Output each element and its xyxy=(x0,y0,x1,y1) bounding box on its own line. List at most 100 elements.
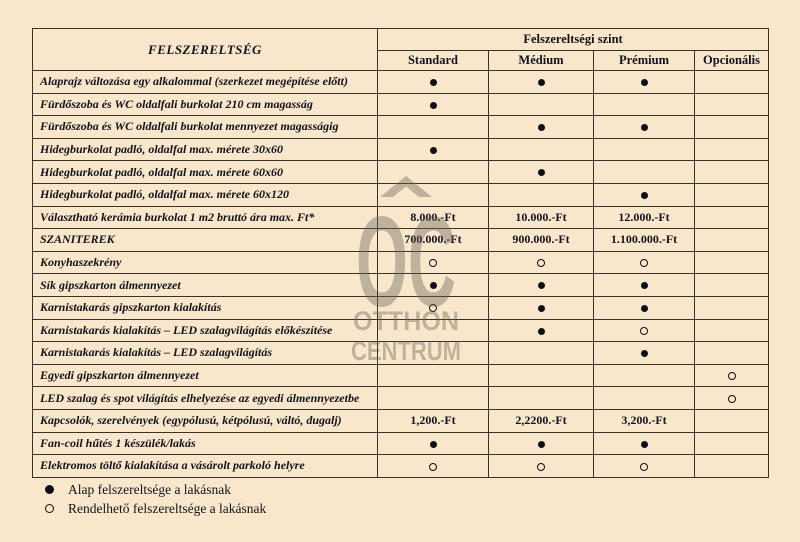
filled-dot-icon xyxy=(537,79,545,87)
table-row: Kapcsolók, szerelvények (egypólusú, kétp… xyxy=(32,408,770,433)
empty-cell xyxy=(488,92,594,117)
row-label: Választható kerámia burkolat 1 m2 bruttó… xyxy=(32,205,378,230)
open-dot-icon xyxy=(537,462,545,471)
empty-cell xyxy=(693,341,770,365)
row-label: Karnistakarás gipszkarton kialakítás xyxy=(32,295,378,320)
empty-cell xyxy=(593,363,695,388)
table-row: Fürdőszoba és WC oldalfali burkolat 210 … xyxy=(32,92,770,117)
open-dot-icon xyxy=(727,394,736,403)
open-dot-icon xyxy=(640,462,648,471)
table-row: Választható kerámia burkolat 1 m2 bruttó… xyxy=(32,205,770,230)
empty-cell xyxy=(693,454,770,478)
empty-cell xyxy=(693,137,770,162)
price-cell: 1.100.000.-Ft xyxy=(593,228,695,252)
empty-cell xyxy=(377,160,489,184)
legend: Alap felszereltsége a lakásnak Rendelhet… xyxy=(45,480,266,518)
empty-cell xyxy=(693,228,770,252)
feature-cell xyxy=(488,250,594,275)
filled-dot-icon xyxy=(45,485,54,494)
filled-dot-icon xyxy=(640,192,648,200)
empty-cell xyxy=(593,137,695,162)
feature-cell xyxy=(693,386,770,410)
feature-cell xyxy=(377,250,489,275)
row-label: Hidegburkolat padló, oldalfal max. méret… xyxy=(32,137,378,162)
feature-cell xyxy=(593,250,695,275)
filled-dot-icon xyxy=(429,440,437,448)
row-label: SZANITEREK xyxy=(32,228,378,252)
empty-cell xyxy=(488,386,594,410)
empty-cell xyxy=(693,92,770,117)
empty-cell xyxy=(377,341,489,365)
feature-cell xyxy=(488,273,594,297)
feature-cell xyxy=(488,295,594,320)
row-label: Fan-coil hűtés 1 készülék/lakás xyxy=(32,431,378,456)
price-cell: 900.000.-Ft xyxy=(488,228,594,252)
feature-cell xyxy=(593,182,695,207)
row-label: Sík gipszkarton álmennyezet xyxy=(32,273,378,297)
row-label: Hidegburkolat padló, oldalfal max. méret… xyxy=(32,182,378,207)
feature-cell xyxy=(377,431,489,456)
feature-cell xyxy=(593,115,695,139)
feature-cell xyxy=(693,363,770,388)
row-label: Konyhaszekrény xyxy=(32,250,378,275)
table-row: Elektromos töltő kialakítása a vásárolt … xyxy=(32,454,770,478)
feature-cell xyxy=(488,115,594,139)
feature-cell xyxy=(593,70,695,94)
table-row: Hidegburkolat padló, oldalfal max. méret… xyxy=(32,182,770,207)
header-row-group: FELSZERELTSÉG Felszereltségi szint xyxy=(32,28,770,71)
price-cell: 700.000.-Ft xyxy=(377,228,489,252)
filled-dot-icon xyxy=(537,169,545,177)
legend-item-base: Alap felszereltsége a lakásnak xyxy=(45,480,266,499)
open-dot-icon xyxy=(429,462,437,471)
header-row-levels: Standard Médium Prémium Opcionális xyxy=(33,50,770,71)
open-dot-icon xyxy=(537,259,545,268)
table-row: Fürdőszoba és WC oldalfali burkolat menn… xyxy=(32,115,770,139)
table-row: Konyhaszekrény xyxy=(32,250,770,275)
filled-dot-icon xyxy=(537,327,545,335)
empty-cell xyxy=(693,295,770,320)
row-label: Karnistakarás kialakítás – LED szalagvil… xyxy=(32,341,378,365)
filled-dot-icon xyxy=(429,79,437,87)
feature-cell xyxy=(488,70,594,94)
legend-text: Alap felszereltsége a lakásnak xyxy=(68,481,232,497)
empty-cell xyxy=(693,182,770,207)
open-dot-icon xyxy=(429,259,437,268)
feature-cell xyxy=(593,295,695,320)
feature-cell xyxy=(377,92,489,117)
row-label: LED szalag és spot világítás elhelyezése… xyxy=(32,386,378,410)
filled-dot-icon xyxy=(537,440,545,448)
filled-dot-icon xyxy=(429,146,437,154)
feature-cell xyxy=(377,295,489,320)
feature-cell xyxy=(593,431,695,456)
empty-cell xyxy=(693,70,770,94)
empty-cell xyxy=(693,205,770,230)
filled-dot-icon xyxy=(640,124,648,132)
price-cell: 2,2200.-Ft xyxy=(488,408,594,433)
feature-cell xyxy=(488,318,594,343)
open-dot-icon xyxy=(640,259,648,268)
filled-dot-icon xyxy=(640,304,648,312)
filled-dot-icon xyxy=(537,282,545,290)
feature-cell xyxy=(593,341,695,365)
column-header-standard: Standard xyxy=(377,50,489,71)
empty-cell xyxy=(693,318,770,343)
empty-cell xyxy=(488,182,594,207)
filled-dot-icon xyxy=(537,304,545,312)
filled-dot-icon xyxy=(640,440,648,448)
column-header-opcionalis: Opcionális xyxy=(693,50,770,71)
table-row: Karnistakarás gipszkarton kialakítás xyxy=(32,295,770,320)
feature-cell xyxy=(377,70,489,94)
price-cell: 12.000.-Ft xyxy=(593,205,695,230)
feature-cell xyxy=(593,273,695,297)
feature-cell xyxy=(377,137,489,162)
table-row: Fan-coil hűtés 1 készülék/lakás xyxy=(32,431,770,456)
row-label: Fürdőszoba és WC oldalfali burkolat menn… xyxy=(32,115,378,139)
table-row: Sík gipszkarton álmennyezet xyxy=(32,273,770,297)
group-header: Felszereltségi szint xyxy=(376,28,770,51)
legend-text: Rendelhető felszereltsége a lakásnak xyxy=(68,500,267,516)
price-cell: 3,200.-Ft xyxy=(593,408,695,433)
filled-dot-icon xyxy=(537,124,545,132)
empty-cell xyxy=(488,137,594,162)
empty-cell xyxy=(377,182,489,207)
